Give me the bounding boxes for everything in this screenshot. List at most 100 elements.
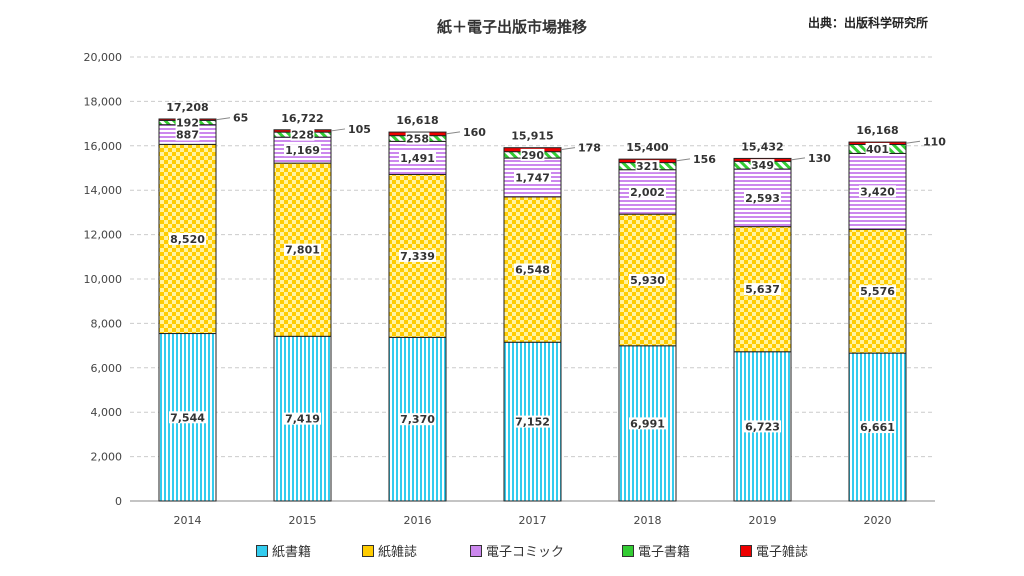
data-label-bg — [629, 417, 666, 430]
total-label: 17,208 — [166, 101, 208, 114]
data-label: 2,593 — [745, 192, 780, 205]
data-label: 258 — [406, 132, 429, 145]
data-label: 156 — [693, 153, 716, 166]
legend-item: 電子コミック — [470, 541, 564, 560]
data-label: 5,576 — [860, 285, 895, 298]
x-tick-label: 2019 — [749, 514, 777, 527]
data-label-bg — [750, 159, 775, 172]
leader-line — [790, 157, 806, 161]
legend-label: 紙書籍 — [272, 545, 312, 560]
legend-item: 紙雑誌 — [362, 541, 417, 560]
x-tick-label: 2020 — [864, 514, 892, 527]
data-label: 7,801 — [285, 244, 320, 257]
data-label-bg — [175, 128, 200, 141]
total-label: 16,618 — [396, 114, 438, 127]
chart-source: 出典：出版科学研究所 — [807, 16, 928, 30]
data-label: 349 — [751, 159, 774, 172]
data-label: 5,930 — [630, 274, 665, 287]
data-label-bg — [284, 144, 321, 157]
data-label: 105 — [348, 123, 371, 136]
legend-label: 電子雑誌 — [756, 545, 809, 560]
data-label: 130 — [808, 152, 831, 165]
data-label-bg — [399, 249, 436, 262]
data-label: 7,152 — [515, 416, 550, 429]
data-label: 6,661 — [860, 421, 895, 434]
leader-line — [445, 131, 461, 135]
data-label-bg — [169, 411, 206, 424]
data-label-bg — [865, 142, 890, 155]
data-label: 887 — [176, 129, 199, 142]
x-tick-label: 2016 — [404, 514, 432, 527]
chart-title: 紙＋電子出版市場推移 — [436, 18, 587, 36]
data-label-bg — [399, 413, 436, 426]
data-label-bg — [169, 232, 206, 245]
y-tick-label: 12,000 — [84, 229, 123, 242]
data-label: 321 — [636, 160, 659, 173]
leader-line — [215, 117, 231, 121]
legend-swatch — [470, 544, 482, 557]
data-label: 401 — [866, 143, 889, 156]
data-label-bg — [514, 171, 551, 184]
y-tick-label: 10,000 — [84, 273, 123, 286]
data-label: 178 — [578, 142, 601, 155]
y-tick-label: 20,000 — [84, 51, 123, 64]
data-label: 3,420 — [860, 185, 895, 198]
total-label: 15,915 — [511, 130, 553, 143]
data-label-bg — [284, 412, 321, 425]
data-label: 1,747 — [515, 171, 550, 184]
data-label-bg — [859, 185, 896, 198]
legend-swatch — [362, 544, 374, 557]
leader-line — [905, 140, 921, 144]
data-label: 2,002 — [630, 186, 665, 199]
y-tick-label: 16,000 — [84, 140, 123, 153]
data-label: 1,491 — [400, 152, 435, 165]
data-label-bg — [399, 151, 436, 164]
data-label-bg — [859, 285, 896, 298]
legend-label: 紙雑誌 — [378, 545, 418, 560]
data-label: 290 — [521, 149, 544, 162]
data-label-bg — [744, 191, 781, 204]
legend-item: 紙書籍 — [256, 541, 311, 560]
leader-line — [330, 128, 346, 132]
data-label-bg — [629, 185, 666, 198]
data-label-bg — [514, 263, 551, 276]
data-label-bg — [744, 420, 781, 433]
data-label: 7,419 — [285, 413, 320, 426]
leader-line — [560, 147, 576, 151]
total-label: 15,400 — [626, 141, 669, 154]
legend-swatch — [622, 544, 634, 557]
total-label: 16,722 — [281, 112, 323, 125]
data-label: 6,548 — [515, 264, 550, 277]
y-tick-label: 8,000 — [91, 317, 123, 330]
legend-swatch — [740, 544, 752, 557]
data-label: 8,520 — [170, 233, 205, 246]
data-label: 110 — [923, 135, 946, 148]
y-tick-label: 0 — [115, 495, 122, 508]
data-label-bg — [744, 283, 781, 296]
total-label: 16,168 — [856, 124, 898, 137]
data-label: 5,637 — [745, 283, 780, 296]
x-tick-label: 2015 — [289, 514, 317, 527]
data-label-bg — [635, 160, 660, 173]
y-tick-label: 6,000 — [91, 362, 123, 375]
data-label: 7,339 — [400, 250, 435, 263]
data-label-bg — [284, 243, 321, 256]
data-label: 160 — [463, 126, 486, 139]
data-label: 1,169 — [285, 144, 320, 157]
data-label-bg — [520, 148, 545, 161]
y-tick-label: 14,000 — [84, 184, 123, 197]
data-label: 6,723 — [745, 420, 780, 433]
y-tick-label: 18,000 — [84, 95, 123, 108]
legend-item: 電子雑誌 — [740, 541, 808, 560]
data-label-bg — [859, 421, 896, 434]
data-label-bg — [405, 132, 430, 145]
data-label: 7,544 — [170, 411, 205, 424]
x-tick-label: 2018 — [634, 514, 662, 527]
x-tick-label: 2017 — [519, 514, 547, 527]
x-tick-label: 2014 — [174, 514, 202, 527]
legend-swatch — [256, 544, 268, 557]
data-label-bg — [175, 116, 200, 129]
data-label: 192 — [176, 117, 199, 130]
